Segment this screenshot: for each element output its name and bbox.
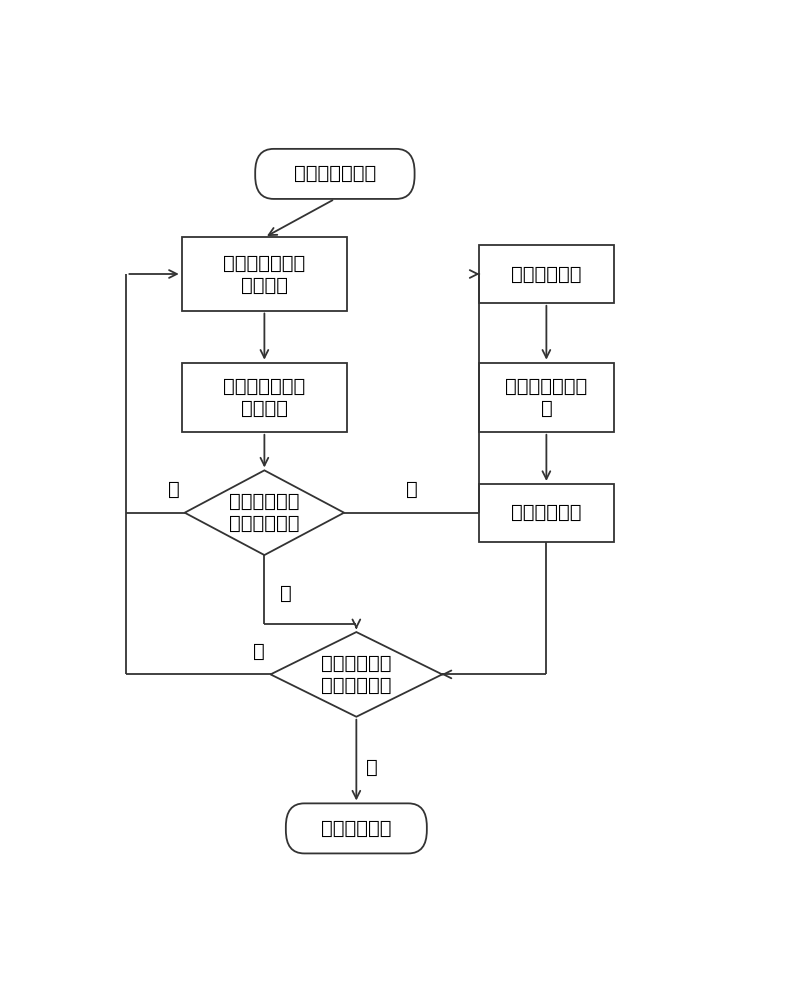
Text: 读取一个路口的
地理位置: 读取一个路口的 地理位置 <box>223 253 305 294</box>
Text: 判断是否还有
新的签到数据: 判断是否还有 新的签到数据 <box>229 492 300 533</box>
Text: 判断是否已经
遍历全部路口: 判断是否已经 遍历全部路口 <box>321 654 392 695</box>
Bar <box>479 245 614 303</box>
Text: 获取签到数据时
间: 获取签到数据时 间 <box>505 377 588 418</box>
FancyBboxPatch shape <box>255 149 414 199</box>
Bar <box>479 484 614 542</box>
Text: 否: 否 <box>280 584 291 603</box>
Text: 初始化签到矩阵: 初始化签到矩阵 <box>293 164 376 183</box>
Bar <box>182 363 347 432</box>
Text: 是: 是 <box>406 480 418 499</box>
Text: 读取签到数据: 读取签到数据 <box>511 264 581 284</box>
Text: 否: 否 <box>252 642 264 661</box>
Text: 更新签到矩阵: 更新签到矩阵 <box>511 503 581 522</box>
Text: 否: 否 <box>168 480 180 499</box>
Polygon shape <box>271 632 442 717</box>
Text: 搜索半径范围内
签到数据: 搜索半径范围内 签到数据 <box>223 377 305 418</box>
Bar <box>479 363 614 432</box>
FancyBboxPatch shape <box>286 803 427 853</box>
Bar <box>182 237 347 311</box>
Polygon shape <box>185 470 344 555</box>
Text: 是: 是 <box>365 758 377 777</box>
Text: 输出签到矩阵: 输出签到矩阵 <box>321 819 392 838</box>
